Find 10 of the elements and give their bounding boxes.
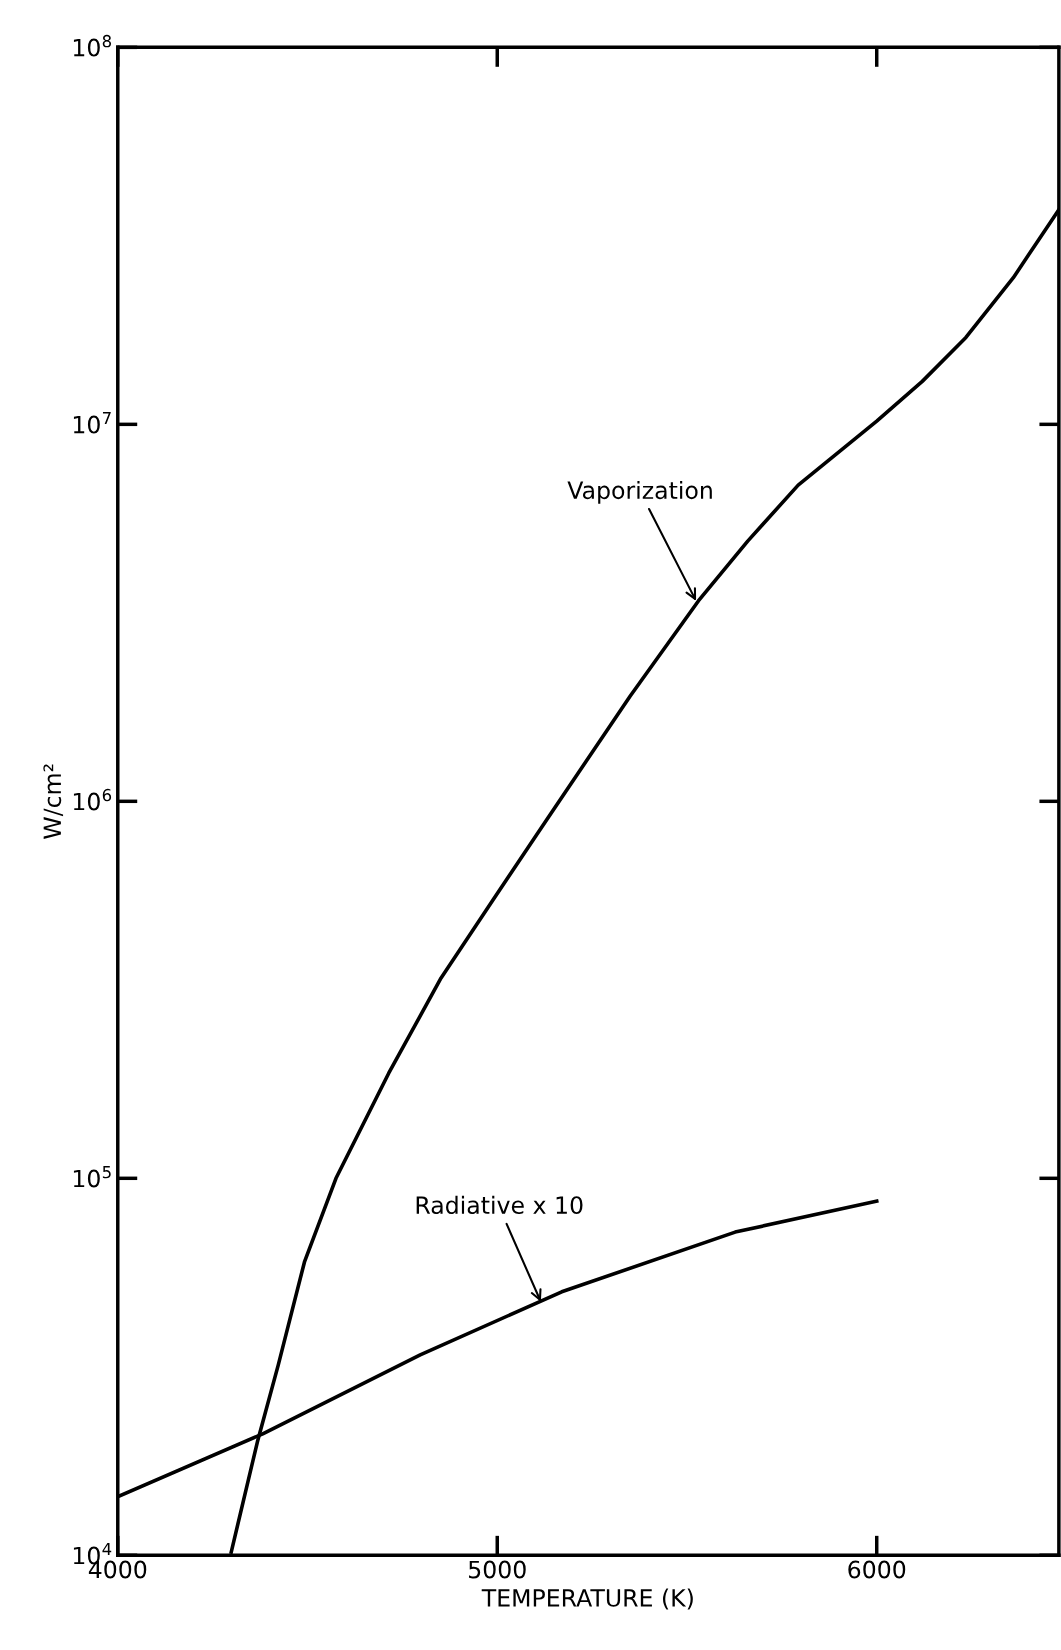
y-tick-label: 10$^{7}$ (73, 412, 111, 434)
x-tick-label: 6000 (848, 1560, 906, 1579)
x-axis-title: TEMPERATURE (K) (481, 1588, 693, 1610)
y-tick-label: 10$^{5}$ (73, 1166, 111, 1188)
y-tick-label: 10$^{8}$ (73, 34, 112, 57)
annotation: Radiative x 10 (416, 1195, 583, 1215)
annotation: Vaporization (567, 480, 712, 504)
x-tick-label: 5000 (469, 1560, 526, 1579)
y-axis-title: W/cm² (43, 764, 64, 839)
y-tick-label: 10$^{6}$ (73, 788, 112, 811)
